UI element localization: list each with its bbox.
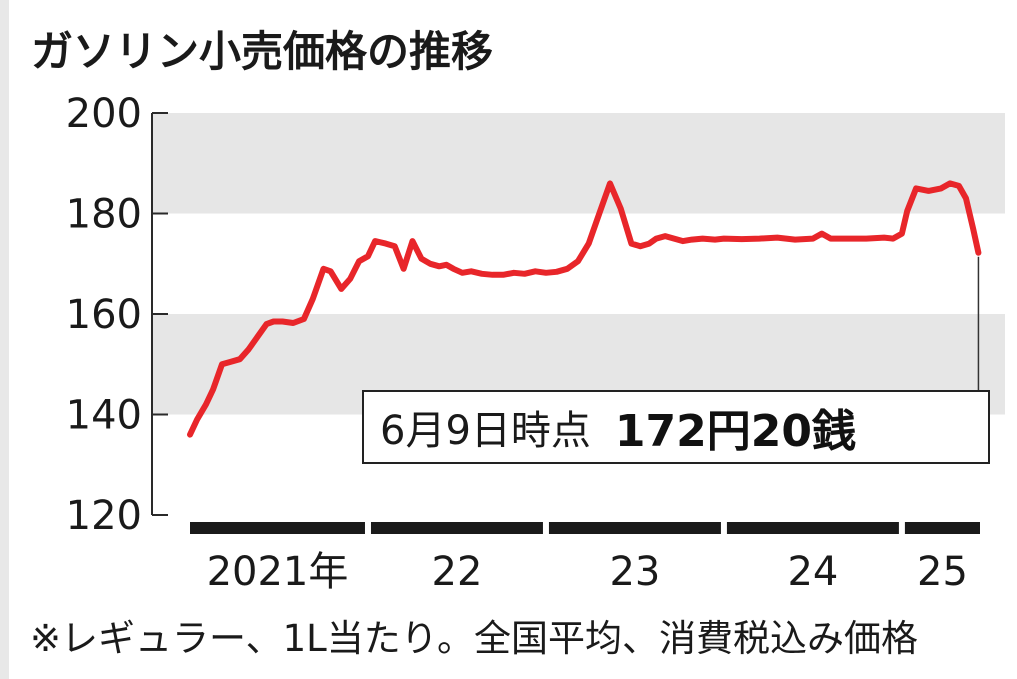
- y-tick-label-120: 120: [66, 493, 142, 539]
- callout-price: 172円20銭: [614, 406, 856, 457]
- series-lines: [187, 180, 982, 438]
- y-tick-labels: 200 180 160 140 120: [66, 91, 142, 539]
- y-tick-label-160: 160: [66, 292, 142, 338]
- year-label-2021年: 2021年: [207, 549, 349, 595]
- year-bar-22: [370, 522, 543, 534]
- year-labels: 2021年 22 23 24 25: [207, 549, 968, 595]
- year-label-25: 25: [917, 549, 968, 595]
- year-label-22: 22: [432, 549, 483, 595]
- y-axis: [151, 112, 168, 516]
- year-bar-2021年: [190, 522, 365, 534]
- chart-title: ガソリン小売価格の推移: [31, 27, 494, 76]
- year-bar-24: [726, 522, 899, 534]
- year-bar-25: [904, 522, 980, 534]
- y-tick-label-200: 200: [66, 91, 142, 137]
- year-label-24: 24: [787, 549, 838, 595]
- year-bars: [190, 522, 980, 534]
- grid-bands: [152, 113, 1005, 415]
- year-bar-23: [548, 522, 721, 534]
- year-label-23: 23: [609, 549, 660, 595]
- y-tick-label-140: 140: [66, 393, 142, 439]
- callout-box: 6月9日時点 172円20銭: [362, 390, 990, 464]
- chart-footnote: ※レギュラー、1L当たり。全国平均、消費税込み価格: [30, 617, 919, 660]
- series-line-0: [187, 180, 982, 438]
- left-accent-bar: [0, 0, 9, 679]
- y-tick-label-180: 180: [66, 192, 142, 238]
- grid-band-180-200: [152, 113, 1005, 214]
- callout-date: 6月9日時点: [380, 408, 591, 454]
